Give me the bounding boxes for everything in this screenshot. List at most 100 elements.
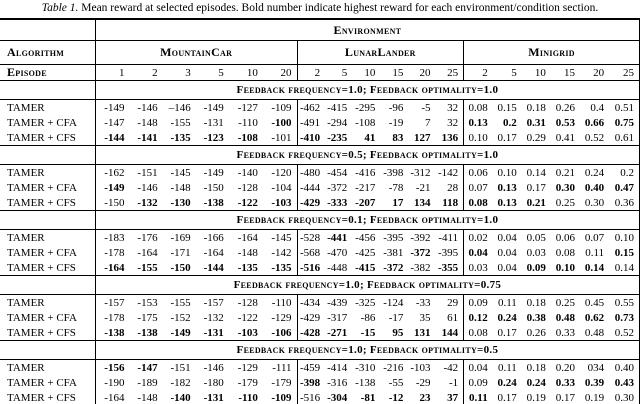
data-cell: -333 (327, 196, 348, 209)
data-cell: 35 (419, 311, 431, 324)
data-cell: 0.13 (497, 196, 517, 209)
data-cell: 0.2 (620, 166, 634, 179)
data-cell: -135 (170, 131, 191, 144)
data-cell: 0.48 (555, 311, 575, 324)
data-cell: -425 (355, 246, 376, 259)
data-cell: 0.04 (497, 231, 517, 244)
episode-cell: 10 (352, 64, 381, 81)
data-cell: 0.09 (526, 261, 546, 274)
data-cell: -176 (137, 231, 158, 244)
data-cell: -106 (262, 325, 298, 341)
section-header-row: Feedback frequency=1.0; Feedback optimal… (0, 275, 640, 295)
data-cell: -110 (238, 391, 258, 404)
section-header-row: Feedback frequency=1.0; Feedback optimal… (0, 340, 640, 360)
data-cell: 0.48 (584, 326, 605, 339)
data-cell: -207 (355, 196, 376, 209)
data-cell: -169 (170, 231, 191, 244)
data-cell: -108 (355, 116, 376, 129)
data-cell: -459 (299, 361, 321, 374)
data-cell: -568 (299, 246, 321, 259)
data-cell: 0.47 (614, 181, 634, 194)
data-cell: 0.04 (497, 261, 517, 274)
data-cell: -441 (327, 231, 348, 244)
data-cell: -131 (203, 116, 224, 129)
data-cell: -55 (388, 376, 404, 389)
table-row: TAMER -162 -151 -145 -149 -140 -120 -480 -454 -41… (0, 164, 640, 180)
data-cell: 0.40 (584, 181, 605, 194)
environment-row-empty-cell (0, 19, 96, 41)
data-cell: 0.17 (526, 181, 546, 194)
algorithm-label: TAMER + CFS (0, 325, 96, 341)
data-cell: 23 (419, 391, 431, 404)
data-cell: -101 (262, 130, 298, 146)
data-cell: 0.52 (584, 131, 605, 144)
data-cell: -178 (104, 246, 125, 259)
data-cell: -416 (355, 166, 376, 179)
data-cell: -153 (137, 296, 158, 309)
data-cell: 0.24 (497, 376, 517, 389)
data-cell: -140 (237, 166, 258, 179)
data-cell: -189 (137, 376, 158, 389)
data-cell: -295 (355, 101, 376, 114)
data-cell: 0.08 (468, 326, 488, 339)
data-cell: 0.04 (468, 246, 488, 259)
table-caption: Table 1. Mean reward at selected episode… (0, 0, 640, 18)
data-cell: -128 (237, 296, 258, 309)
data-cell: -491 (299, 116, 321, 129)
data-cell: -144 (203, 261, 224, 274)
data-cell: -103 (410, 361, 431, 374)
data-cell: -439 (327, 296, 348, 309)
data-cell: 0.14 (526, 166, 546, 179)
data-cell: -131 (203, 391, 224, 404)
data-cell: -372 (383, 261, 404, 274)
data-cell: 0.33 (555, 376, 575, 389)
data-cell: 0.55 (614, 296, 634, 309)
table-row: TAMER + CFS -144 -141 -135 -123 -108 -101 -410-… (0, 130, 640, 146)
data-cell: –146 (168, 101, 191, 114)
data-cell: -157 (104, 296, 125, 309)
data-cell: -108 (237, 131, 258, 144)
data-cell: -138 (203, 196, 224, 209)
episode-cell: 2 (297, 64, 326, 81)
data-cell: -129 (262, 310, 298, 325)
data-cell: 0.52 (614, 326, 634, 339)
data-cell: -146 (137, 181, 158, 194)
data-cell: -122 (237, 196, 258, 209)
data-cell: -155 (170, 116, 191, 129)
data-cell: 0.75 (614, 116, 634, 129)
data-cell: 0.11 (585, 246, 605, 259)
section-row-empty-cell (0, 80, 96, 100)
algorithm-label: TAMER + CFA (0, 310, 96, 325)
data-cell: -19 (388, 116, 404, 129)
data-cell: 0.31 (526, 116, 546, 129)
data-cell: -175 (137, 311, 158, 324)
data-cell: 0.10 (555, 261, 575, 274)
data-cell: 127 (414, 131, 431, 144)
data-cell: -516 (299, 391, 321, 404)
algorithm-label: TAMER (0, 294, 96, 310)
data-cell: -434 (299, 296, 321, 309)
data-cell: 37 (435, 390, 465, 404)
data-cell: -149 (170, 326, 191, 339)
data-cell: -312 (410, 166, 431, 179)
episode-cell: 5 (325, 64, 353, 81)
data-cell: -179 (237, 376, 258, 389)
data-cell: 0.07 (468, 181, 488, 194)
group-header-mountaincar: MountainCar (95, 40, 298, 65)
data-cell: -190 (104, 376, 125, 389)
data-cell: 0.02 (468, 231, 488, 244)
table-row: TAMER -157 -153 -155 -157 -128 -110 -434 -439 -32… (0, 294, 640, 310)
data-cell: -149 (104, 101, 125, 114)
section-condition-label: Feedback frequency=0.5; Feedback optimal… (95, 145, 640, 165)
data-cell: 131 (414, 326, 431, 339)
data-cell: 0.08 (555, 246, 575, 259)
data-cell: -216 (383, 361, 404, 374)
data-cell: -217 (355, 181, 376, 194)
data-cell: -156 (104, 361, 125, 374)
data-cell: 0.43 (614, 376, 634, 389)
data-cell: 0.19 (584, 391, 605, 404)
data-cell: -325 (355, 296, 376, 309)
data-cell: 0.40 (614, 361, 634, 374)
data-cell: -166 (203, 231, 224, 244)
episode-cell: 1 (95, 64, 130, 81)
